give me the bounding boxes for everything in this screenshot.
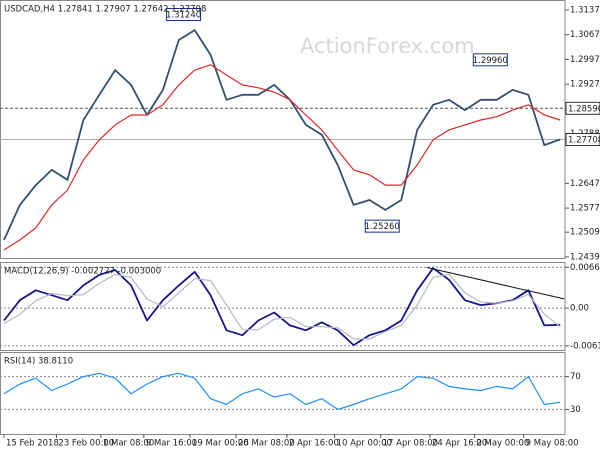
panel-frame [0, 352, 566, 435]
y-tick-label: 30 [570, 405, 581, 415]
y-tick-label: 1.26470 [570, 179, 600, 189]
price-label: 1.27708 [568, 136, 600, 146]
y-tick-label: 1.31370 [570, 5, 600, 15]
panel-frame [0, 0, 566, 259]
panel-title: RSI(14) 38.8110 [4, 357, 73, 367]
y-tick-label: 1.25090 [570, 228, 600, 238]
y-tick-label: 1.29970 [570, 55, 600, 65]
x-tick-label: 15 Feb 2018 [6, 439, 59, 449]
panel-title: MACD(12,26,9) -0.002727 -0.003000 [4, 267, 161, 277]
y-tick-label: -0.006114 [570, 341, 600, 351]
series-line [3, 273, 561, 340]
series-line [3, 372, 561, 410]
annotation-box [364, 219, 400, 233]
y-tick-label: 0.00 [570, 304, 589, 314]
y-tick-label: 1.25770 [570, 204, 600, 214]
y-tick-label: 0.006639 [570, 263, 600, 273]
annotation-box [472, 53, 508, 67]
series-line [3, 29, 561, 241]
annotation-label: 1.31240 [166, 11, 201, 21]
x-tick-label: 19 Mar 00:00 [192, 439, 249, 449]
trend-line [426, 267, 565, 300]
y-tick-label: 1.29270 [570, 80, 600, 90]
annotation-label: 1.29960 [473, 56, 508, 66]
annotation-box [166, 8, 202, 22]
x-tick-label: 23 Feb 00:00 [58, 439, 114, 449]
x-tick-label: 26 Mar 08:00 [238, 439, 295, 449]
series-line [3, 267, 561, 346]
y-tick-label: 70 [570, 372, 581, 382]
annotation-label: 1.25260 [365, 222, 400, 232]
price-label-box [565, 101, 600, 115]
panel-title: USDCAD,H4 1.27841 1.27907 1.27642 1.2770… [4, 5, 206, 15]
x-tick-label: 1 Mar 08:00 [103, 439, 154, 449]
price-label-box [565, 133, 600, 147]
x-tick-label: 17 Apr 08:00 [383, 439, 438, 449]
watermark: ActionForex.com [300, 34, 475, 58]
x-tick-label: 9 May 08:00 [526, 439, 579, 449]
panel-frame [0, 262, 566, 351]
x-tick-label: 10 Apr 00:00 [337, 439, 392, 449]
x-tick-label: 24 Apr 16:00 [432, 439, 487, 449]
y-tick-label: 1.24390 [570, 252, 600, 262]
series-line [3, 64, 561, 251]
x-tick-label: 2 Apr 16:00 [289, 439, 339, 449]
y-tick-label: 1.30670 [570, 30, 600, 40]
x-tick-label: 2 May 00:00 [476, 439, 529, 449]
price-label: 1.28590 [568, 104, 600, 114]
x-tick-label: 9 Mar 16:00 [146, 439, 197, 449]
